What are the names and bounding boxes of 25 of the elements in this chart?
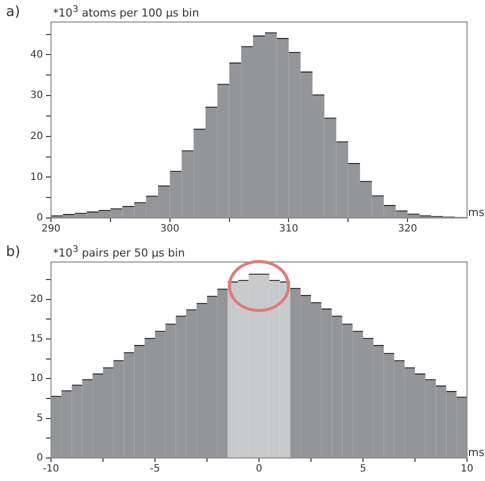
y-axis-title: *10$^{3}$ pairs per 50 µs bin xyxy=(53,244,185,260)
y-tick-label: 20 xyxy=(30,294,43,305)
y-tick-label: 10 xyxy=(30,172,43,183)
y-tick-label: 15 xyxy=(30,334,43,345)
y-axis-title: *10$^{3}$ atoms per 100 µs bin xyxy=(53,4,200,20)
y-tick-label: 10 xyxy=(30,373,43,384)
y-tick-label: 20 xyxy=(30,130,43,142)
chart-title: b) xyxy=(6,244,20,260)
x-tick-label: -10 xyxy=(42,464,60,475)
x-tick-label: 0 xyxy=(256,464,262,475)
x-tick-label: 310 xyxy=(279,224,298,235)
x-tick-label: 5 xyxy=(360,464,366,475)
y-tick-label: 30 xyxy=(30,90,43,102)
x-tick-label: 290 xyxy=(41,224,61,235)
y-tick-label: 0 xyxy=(36,452,43,464)
x-tick-label: 320 xyxy=(398,224,418,235)
x-axis-title: ms xyxy=(468,446,484,459)
x-axis-title: ms xyxy=(468,206,484,219)
x-tick-label: -5 xyxy=(150,464,160,475)
x-tick-label: 300 xyxy=(160,224,180,235)
x-tick-label: 10 xyxy=(460,464,474,475)
y-tick-label: 40 xyxy=(30,49,43,60)
y-tick-label: 0 xyxy=(36,212,43,224)
chart-title: a) xyxy=(6,4,20,20)
y-tick-label: 5 xyxy=(36,412,43,424)
